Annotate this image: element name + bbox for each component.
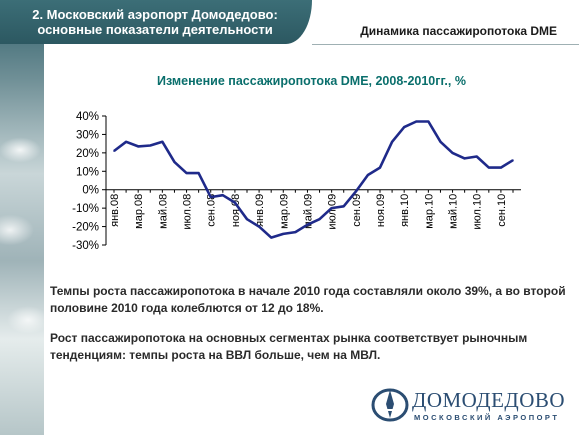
data-point bbox=[512, 159, 514, 162]
x-tick-label: июл.09 bbox=[327, 194, 339, 230]
y-tick-label: -30% bbox=[72, 240, 99, 252]
sky-background bbox=[0, 0, 44, 435]
slide-title-line1: 2. Московский аэропорт Домодедово: bbox=[32, 7, 278, 22]
header-band: 2. Московский аэропорт Домодедово: основ… bbox=[0, 0, 312, 44]
data-point bbox=[379, 166, 381, 169]
data-point bbox=[125, 141, 127, 143]
slide-subtitle: Динамика пассажиропотока DME bbox=[360, 24, 557, 38]
x-tick-label: июл.08 bbox=[182, 194, 194, 230]
data-point bbox=[500, 166, 502, 169]
slide-title: 2. Московский аэропорт Домодедово: основ… bbox=[10, 7, 300, 37]
y-tick-label: 30% bbox=[76, 129, 99, 141]
logo-tagline: МОСКОВСКИЙ АЭРОПОРТ bbox=[414, 413, 560, 422]
airport-emblem-icon bbox=[371, 388, 409, 422]
data-point bbox=[113, 150, 115, 152]
series-line bbox=[113, 120, 514, 239]
x-tick-label: май.09 bbox=[302, 194, 314, 229]
x-tick-label: сен.09 bbox=[351, 194, 363, 227]
data-point bbox=[294, 231, 297, 233]
title-divider bbox=[312, 44, 579, 45]
data-point bbox=[415, 120, 418, 123]
data-point bbox=[197, 172, 200, 174]
slide-title-line2: основные показатели деятельности bbox=[37, 22, 273, 37]
x-tick-label: мар.08 bbox=[133, 194, 145, 229]
data-point bbox=[161, 141, 164, 143]
data-point bbox=[173, 161, 176, 163]
x-tick-label: янв.08 bbox=[109, 194, 121, 227]
data-point bbox=[488, 166, 490, 169]
y-tick-label: 10% bbox=[76, 166, 99, 178]
passenger-growth-chart: -30% -20% -10% 0% 10% 20% 30% 40% янв.08 мар.08 ма… bbox=[72, 111, 521, 252]
x-tick-label: янв.09 bbox=[254, 194, 266, 227]
data-point bbox=[403, 126, 405, 128]
x-tick-label: мар.10 bbox=[423, 194, 435, 229]
data-point bbox=[270, 236, 272, 239]
data-point bbox=[439, 141, 442, 143]
data-point bbox=[391, 141, 393, 143]
x-tick-label: янв.10 bbox=[399, 194, 411, 227]
chart-title: Изменение пассажиропотока DME, 2008-2010… bbox=[157, 74, 466, 88]
y-tick-label: -20% bbox=[72, 222, 99, 234]
data-point bbox=[282, 233, 285, 235]
data-point bbox=[246, 218, 248, 220]
y-tick-label: -10% bbox=[72, 203, 99, 215]
data-point bbox=[137, 145, 139, 148]
x-tick-label: май.08 bbox=[157, 194, 169, 229]
domodedovo-logo: ДОМОДЕДОВО МОСКОВСКИЙ АЭРОПОРТ bbox=[370, 384, 570, 428]
data-point bbox=[209, 196, 212, 198]
x-tick-label: сен.08 bbox=[206, 194, 218, 227]
x-tick-label: сен.10 bbox=[496, 194, 508, 227]
data-point bbox=[367, 174, 369, 176]
data-point bbox=[222, 194, 224, 197]
x-tick-label: июл.10 bbox=[472, 194, 484, 230]
paragraph-growth-rate: Темпы роста пассажиропотока в начале 201… bbox=[50, 284, 566, 315]
y-tick-label: 0% bbox=[82, 185, 99, 197]
data-point bbox=[234, 201, 236, 204]
data-point bbox=[306, 223, 309, 226]
data-point bbox=[330, 207, 333, 209]
logo-name: ДОМОДЕДОВО bbox=[412, 388, 566, 412]
data-point bbox=[451, 152, 454, 154]
data-point bbox=[318, 218, 321, 220]
y-tick-label: 20% bbox=[76, 148, 99, 160]
x-tick-label: ноя.09 bbox=[375, 194, 387, 227]
data-point bbox=[355, 190, 357, 193]
x-tick-label: мар.09 bbox=[278, 194, 290, 229]
data-point bbox=[475, 155, 478, 158]
data-point bbox=[258, 225, 260, 228]
paragraph-market-trend: Рост пассажиропотока на основных сегмент… bbox=[50, 331, 528, 362]
data-point bbox=[185, 172, 188, 174]
data-point bbox=[342, 205, 345, 208]
data-point bbox=[149, 144, 152, 147]
y-tick-label: 40% bbox=[76, 111, 99, 123]
data-point bbox=[463, 157, 466, 160]
x-tick-label: май.10 bbox=[448, 194, 460, 229]
data-point bbox=[427, 120, 430, 123]
